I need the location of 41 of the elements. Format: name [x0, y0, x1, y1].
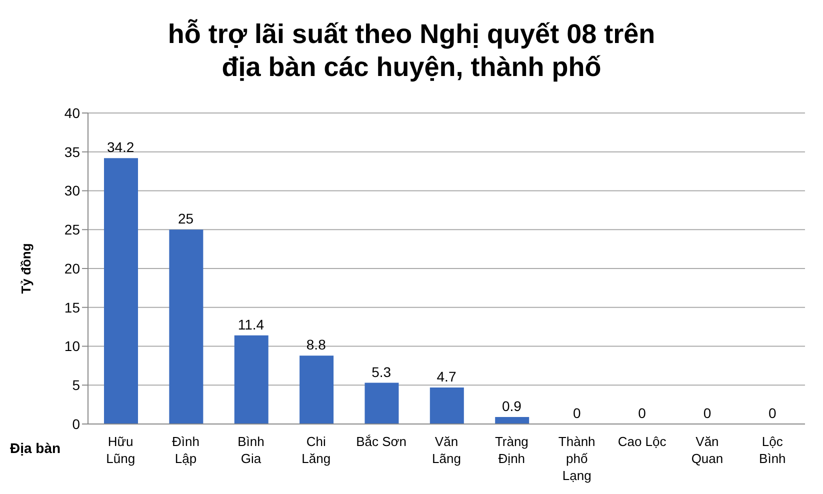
data-label: 0: [572, 405, 581, 421]
y-tick-label: 35: [64, 144, 80, 160]
y-tick-label: 25: [64, 222, 80, 238]
y-tick-label: 30: [64, 182, 80, 199]
bar: [300, 356, 334, 424]
bar: [169, 230, 204, 424]
y-axis-title: Tỷ đồng: [18, 243, 34, 294]
x-tick-label: Bình Gia: [238, 434, 264, 466]
bar: [234, 335, 268, 424]
x-tick-label: Văn Lãng: [432, 434, 461, 466]
x-tick-label: Hữu Lũng: [106, 434, 136, 466]
x-tick-label: Thành phố Lạng: [558, 434, 596, 483]
data-label: 0: [768, 405, 777, 421]
bar: [430, 387, 464, 424]
data-label: 8.8: [306, 336, 326, 353]
data-label: 11.4: [238, 316, 264, 332]
bar: [495, 417, 530, 424]
x-axis-title: Địa bàn: [10, 440, 61, 456]
x-tick-label: Đình Lập: [172, 434, 200, 466]
bar: [104, 158, 138, 424]
y-tick-label: 10: [64, 338, 80, 354]
x-tick-label: Văn Quan: [691, 434, 724, 466]
data-label: 0.9: [502, 398, 522, 414]
y-tick-label: 5: [72, 377, 80, 394]
data-label: 4.7: [436, 368, 456, 384]
data-label: 0: [703, 405, 712, 421]
chart-title: hỗ trợ lãi suất theo Nghị quyết 08 trên địa bàn các huyện, thành phố: [166, 18, 656, 84]
y-tick-label: 40: [64, 104, 80, 121]
y-tick-label: 0: [72, 416, 80, 432]
bar: [364, 382, 399, 424]
x-tick-label: Cao Lộc: [618, 434, 667, 449]
x-tick-label: Tràng Định: [494, 434, 528, 466]
y-tick-label: 15: [64, 299, 80, 316]
x-tick-label: Lộc Bình: [759, 434, 786, 466]
y-tick-label: 20: [64, 260, 80, 276]
data-label: 0: [638, 405, 646, 421]
data-label: 25: [178, 210, 194, 227]
data-label: 34.2: [106, 139, 134, 156]
x-tick-label: Chi Lăng: [302, 434, 331, 466]
data-label: 5.3: [372, 364, 392, 380]
x-tick-label: Bắc Sơn: [356, 434, 407, 449]
